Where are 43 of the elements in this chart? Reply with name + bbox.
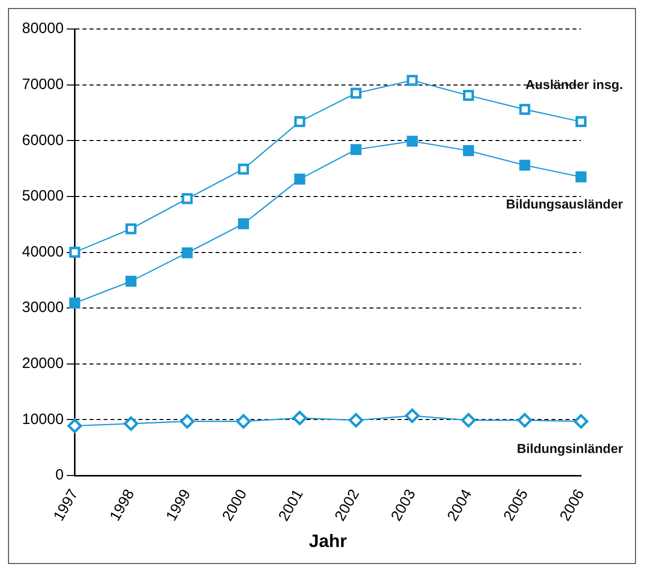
- point: [406, 136, 418, 147]
- point: [182, 247, 193, 258]
- y-tick-label: 30000: [22, 299, 64, 316]
- point: [576, 116, 586, 128]
- y-tick-label: 0: [55, 466, 64, 484]
- point: [350, 144, 362, 156]
- y-tick-label: 50000: [22, 188, 64, 205]
- point: [404, 408, 420, 424]
- series-label: Ausländer insg.: [525, 77, 623, 92]
- point: [69, 298, 80, 309]
- y-tick-label: 20000: [22, 355, 64, 372]
- point: [461, 412, 476, 428]
- point: [406, 74, 418, 86]
- y-tick-label: 10000: [22, 410, 64, 428]
- point: [294, 116, 306, 128]
- point: [294, 174, 306, 185]
- point: [519, 104, 530, 115]
- series-label: Bildungsinländer: [516, 440, 623, 456]
- point: [125, 276, 136, 287]
- point: [519, 160, 530, 171]
- y-tick-label: 70000: [22, 76, 64, 93]
- point: [238, 218, 249, 230]
- point: [67, 418, 82, 434]
- point: [463, 145, 474, 156]
- point: [348, 412, 364, 428]
- point: [292, 410, 307, 426]
- point: [236, 414, 251, 429]
- y-tick-label: 40000: [22, 243, 64, 260]
- x-axis-title: Jahr: [308, 531, 347, 552]
- point: [182, 193, 193, 204]
- point: [517, 412, 532, 428]
- point: [125, 223, 136, 234]
- point: [124, 416, 138, 431]
- point: [180, 414, 194, 429]
- point: [463, 90, 474, 101]
- point: [238, 164, 249, 175]
- series-label: Bildungsausländer: [506, 196, 623, 212]
- point: [350, 88, 362, 99]
- y-tick-label: 60000: [22, 132, 64, 149]
- point: [574, 414, 588, 429]
- point: [576, 171, 586, 182]
- point: [69, 246, 80, 258]
- y-tick-label: 80000: [22, 20, 64, 38]
